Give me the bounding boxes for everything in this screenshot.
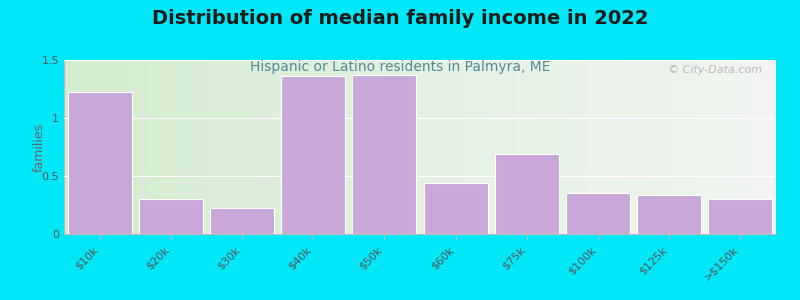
Bar <box>423 183 488 234</box>
Bar <box>494 154 559 234</box>
Bar <box>67 92 132 234</box>
Y-axis label: families: families <box>32 122 46 172</box>
Bar <box>566 194 630 234</box>
Bar <box>637 195 702 234</box>
Text: © City-Data.com: © City-Data.com <box>668 65 762 75</box>
Bar <box>210 208 274 234</box>
Bar <box>708 199 773 234</box>
Text: Hispanic or Latino residents in Palmyra, ME: Hispanic or Latino residents in Palmyra,… <box>250 60 550 74</box>
Text: Distribution of median family income in 2022: Distribution of median family income in … <box>152 9 648 28</box>
Bar <box>138 199 203 234</box>
Bar <box>352 75 417 234</box>
Bar <box>281 76 346 234</box>
